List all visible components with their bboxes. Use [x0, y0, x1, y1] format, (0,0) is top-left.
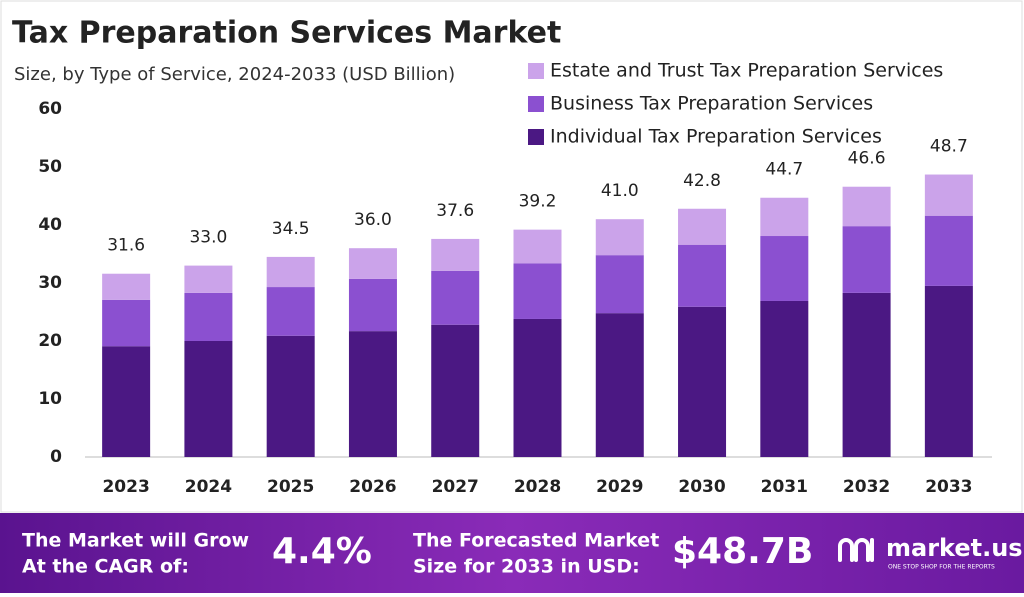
x-tick-label: 2033 [925, 477, 972, 497]
bar-segment [431, 270, 480, 325]
legend-swatch [528, 63, 544, 79]
brand-logo [838, 538, 874, 562]
brand: market.us [886, 534, 1023, 562]
cagr-text: The Market will Grow [22, 530, 249, 552]
x-tick-label: 2027 [432, 477, 479, 497]
x-tick-label: 2029 [596, 477, 643, 497]
bar-segment [595, 219, 644, 256]
x-tick-label: 2032 [843, 477, 890, 497]
y-tick-label: 0 [50, 447, 62, 467]
legend-label: Estate and Trust Tax Preparation Service… [550, 60, 943, 82]
bar-segment [102, 273, 151, 300]
x-tick-label: 2023 [102, 477, 149, 497]
total-label: 48.7 [930, 137, 968, 157]
y-tick-label: 30 [38, 273, 62, 293]
cagr-value: 4.4% [272, 531, 372, 572]
bar-segment [595, 255, 644, 314]
bar-segment [678, 208, 727, 245]
bar-segment [266, 335, 315, 457]
y-tick-label: 60 [38, 99, 62, 119]
x-tick-label: 2025 [267, 477, 314, 497]
bar-segment [842, 292, 891, 457]
brand-tagline: ONE STOP SHOP FOR THE REPORTS [888, 564, 995, 571]
bar-segment [102, 299, 151, 347]
total-label: 33.0 [189, 228, 227, 248]
total-label: 37.6 [436, 201, 474, 221]
bar-segment [184, 341, 233, 457]
forecast-text: Size for 2033 in USD: [413, 556, 640, 578]
bar-segment [431, 238, 480, 271]
y-tick-label: 40 [38, 215, 62, 235]
x-tick-label: 2024 [185, 477, 232, 497]
total-label: 31.6 [107, 236, 145, 256]
y-tick-label: 50 [38, 157, 62, 177]
total-label: 36.0 [354, 210, 392, 230]
total-label: 41.0 [601, 181, 639, 201]
y-tick-label: 20 [38, 331, 62, 351]
bar-segment [678, 306, 727, 457]
bar-segment [513, 263, 562, 319]
forecast-value: $48.7B [672, 531, 813, 572]
legend-swatch [528, 129, 544, 145]
x-tick-label: 2026 [349, 477, 396, 497]
bar-segment [924, 174, 973, 216]
bar-segment [842, 226, 891, 293]
bar-segment [266, 287, 315, 336]
total-label: 46.6 [848, 149, 886, 169]
bar-segment [924, 285, 973, 457]
bar-segment [513, 318, 562, 457]
legend-label: Individual Tax Preparation Services [550, 126, 882, 148]
x-tick-label: 2031 [761, 477, 808, 497]
bar-segment [184, 292, 233, 341]
chart-subtitle: Size, by Type of Service, 2024-2033 (USD… [14, 64, 455, 85]
bar-segment [924, 215, 973, 286]
cagr-text: At the CAGR of: [22, 556, 189, 578]
bar-segment [760, 300, 809, 457]
chart-title: Tax Preparation Services Market [12, 16, 561, 51]
bar-segment [513, 229, 562, 264]
forecast-text: The Forecasted Market [413, 530, 659, 552]
bar-segment [678, 244, 727, 307]
bar-segment [760, 197, 809, 237]
bar-segment [102, 346, 151, 457]
total-label: 39.2 [519, 192, 557, 212]
x-tick-label: 2028 [514, 477, 561, 497]
total-label: 34.5 [272, 219, 310, 239]
bar-segment [266, 256, 315, 288]
bar-segment [760, 236, 809, 301]
bar-segment [595, 313, 644, 457]
bar-segment [842, 186, 891, 227]
bar-segment [431, 324, 480, 457]
x-tick-label: 2030 [678, 477, 725, 497]
total-label: 44.7 [765, 160, 803, 180]
frame [0, 0, 1023, 513]
y-tick-label: 10 [38, 389, 62, 409]
total-label: 42.8 [683, 171, 721, 191]
bar-segment [348, 248, 397, 279]
bar-segment [348, 331, 397, 457]
bar-segment [348, 278, 397, 332]
bar-segment [184, 265, 233, 293]
legend-swatch [528, 96, 544, 112]
legend-label: Business Tax Preparation Services [550, 93, 873, 115]
